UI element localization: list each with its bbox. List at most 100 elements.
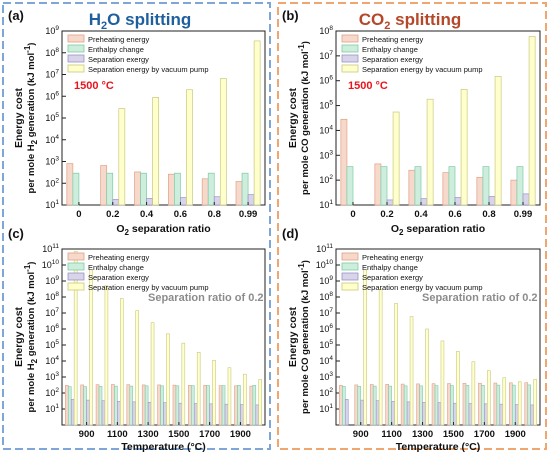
bar (147, 402, 152, 426)
bar (118, 108, 126, 206)
y-tick-label: 102 (45, 387, 59, 398)
bar (243, 373, 247, 426)
bar (496, 384, 501, 426)
y-tick-label: 107 (319, 307, 333, 318)
bar (462, 383, 467, 426)
y-tick-base: 10 (319, 51, 329, 61)
y-tick-exp: 9 (55, 275, 59, 282)
y-tick-base: 10 (45, 372, 55, 382)
x-tick-label: 0.6 (448, 209, 461, 220)
y-tick-base: 10 (319, 175, 329, 185)
legend-label: Separation energy by vacuum pump (88, 283, 209, 292)
y-tick-label: 101 (45, 403, 59, 414)
y-tick-base: 10 (319, 125, 329, 135)
y-tick-exp: 4 (55, 355, 59, 362)
bar (141, 384, 146, 426)
y-tick-base: 10 (319, 101, 329, 111)
y-tick-exp: 2 (329, 174, 333, 181)
y-tick-exp: 6 (55, 90, 59, 97)
bar (482, 166, 490, 206)
bar (191, 385, 195, 426)
bar (252, 385, 257, 426)
bar (221, 385, 226, 426)
bar (339, 385, 343, 426)
y-tick-label: 105 (319, 339, 333, 350)
panel-tag: (a) (8, 8, 24, 23)
x-tick-label: 0.4 (414, 209, 428, 220)
bar (406, 401, 411, 426)
bar (386, 199, 394, 206)
bar (517, 381, 522, 426)
y-tick-base: 10 (319, 340, 329, 350)
bar (253, 40, 261, 206)
y-tick-exp: 7 (55, 69, 59, 76)
bar (372, 385, 377, 426)
bar (453, 402, 457, 426)
x-tick-label: 1300 (412, 429, 433, 440)
legend-label: Enthalpy change (362, 45, 418, 54)
y-tick-label: 104 (319, 355, 333, 366)
bar (385, 383, 389, 426)
y-tick-base: 10 (319, 200, 329, 210)
y-tick-exp: 2 (329, 387, 333, 394)
y-tick-exp: 5 (55, 339, 59, 346)
bar (414, 166, 422, 206)
y-tick-label: 107 (45, 307, 59, 318)
bar (502, 377, 507, 426)
bar (249, 385, 254, 426)
axes-frame (335, 30, 541, 206)
bar (212, 360, 216, 426)
y-tick-base: 10 (45, 340, 55, 350)
label-part: separation ratio (403, 223, 485, 235)
bar (172, 384, 177, 426)
legend-swatch (67, 54, 85, 63)
bar (196, 351, 201, 426)
bar (174, 172, 181, 206)
label-part: 2 (30, 358, 39, 363)
y-tick-label: 106 (319, 323, 333, 334)
bar (89, 269, 93, 426)
legend-swatch (341, 34, 359, 43)
bar (247, 194, 255, 206)
y-tick-exp: 1 (55, 199, 59, 206)
y-tick-base: 10 (45, 157, 55, 167)
y-tick-base: 10 (319, 372, 329, 382)
bar (447, 383, 451, 426)
bar (499, 403, 504, 426)
x-tick-label: 0.6 (174, 209, 187, 220)
y-tick-exp: 8 (55, 291, 59, 298)
bar (101, 400, 106, 426)
bar (234, 385, 238, 426)
y-tick-label: 109 (319, 275, 333, 286)
bar (163, 402, 167, 426)
y-tick-base: 10 (316, 244, 326, 254)
y-tick-label: 105 (45, 339, 59, 350)
y-axis-label-units: per mole H2 generation (kJ mol-1) (23, 262, 39, 413)
bar (510, 179, 518, 206)
label-part: O (391, 223, 399, 235)
y-tick-exp: 3 (55, 156, 59, 163)
bar (494, 75, 502, 206)
x-tick-label: 0.8 (208, 209, 221, 220)
bar (340, 118, 348, 206)
y-tick-base: 10 (319, 76, 329, 86)
y-tick-base: 10 (319, 308, 329, 318)
bar (524, 382, 529, 426)
bar (160, 385, 164, 426)
bar (388, 385, 392, 426)
bar (493, 382, 498, 426)
bar (434, 385, 439, 426)
bar (188, 385, 192, 426)
y-tick-exp: 6 (55, 323, 59, 330)
y-tick-exp: 2 (55, 387, 59, 394)
y-tick-base: 10 (316, 260, 326, 270)
right-heading: CO2 splitting (359, 10, 461, 32)
legend-swatch (341, 282, 359, 291)
y-tick-base: 10 (45, 70, 55, 80)
legend-swatch (341, 262, 359, 271)
bar (111, 384, 115, 426)
bar (134, 171, 141, 206)
bar (66, 163, 74, 206)
label-part: O (116, 223, 124, 235)
